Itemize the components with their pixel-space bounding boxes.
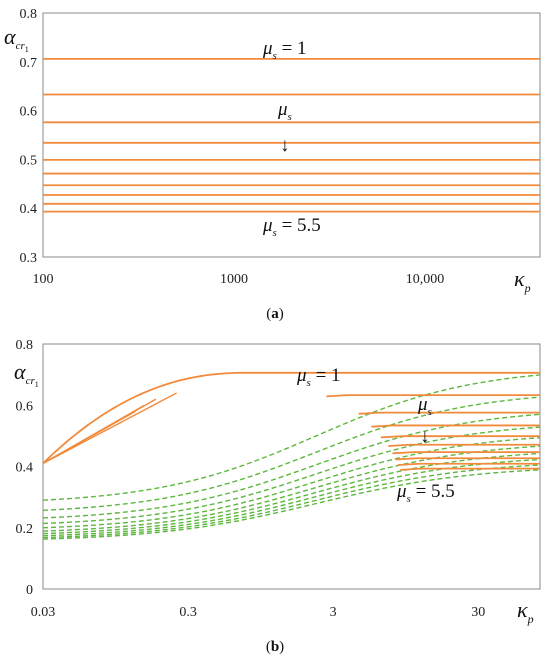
solid-series-line xyxy=(371,424,540,428)
kappa-glyph-a: κ xyxy=(514,266,525,291)
solid-branch-line xyxy=(42,392,177,465)
alpha-glyph-b: α xyxy=(14,359,26,384)
mu-eq-1: = 1 xyxy=(277,38,307,59)
kappa-subscript-a: p xyxy=(524,281,531,295)
y-tick-label: 0.8 xyxy=(16,338,34,353)
dashed-series-line xyxy=(42,464,541,539)
series-group-a xyxy=(43,57,540,213)
caption-a: (a) xyxy=(266,306,284,322)
mu-glyph: μ xyxy=(277,99,288,120)
series-group-b xyxy=(42,371,541,540)
solid-series-line xyxy=(42,371,540,465)
mu-eq-1: = 1 xyxy=(311,365,341,386)
y-tick-label: 0 xyxy=(26,583,33,598)
caption-a-letter: a xyxy=(271,306,279,322)
caption-b-open: ( xyxy=(266,639,271,655)
mu-eq-55: = 5.5 xyxy=(411,481,455,502)
dashed-series-line xyxy=(42,469,541,540)
y-tick-label: 0.4 xyxy=(20,202,38,217)
solid-series-line xyxy=(400,467,540,471)
annotation-mu-b: μs xyxy=(417,394,432,418)
x-tick-label: 1000 xyxy=(220,272,248,287)
caption-b: (b) xyxy=(266,639,284,655)
alpha-subsubscript-b: 1 xyxy=(35,380,39,389)
plot-frame-a xyxy=(42,12,541,258)
dashed-series-line xyxy=(42,437,541,529)
caption-a-open: ( xyxy=(266,306,271,322)
annotation-mu-55-b: μs = 5.5 xyxy=(396,481,455,505)
x-tick-label: 30 xyxy=(471,605,485,620)
x-axis-symbol-b: κp xyxy=(517,597,534,626)
solid-series-line xyxy=(380,435,540,439)
dashed-series-line xyxy=(42,396,541,511)
solid-series-line xyxy=(358,411,540,415)
dashed-series-line xyxy=(42,458,541,537)
caption-a-close: ) xyxy=(279,306,284,322)
x-tick-labels-b: 0.03 0.3 3 30 xyxy=(31,605,485,620)
dashed-series-line xyxy=(42,413,541,519)
y-tick-label: 0.7 xyxy=(20,56,38,71)
mu-glyph: μ xyxy=(262,215,273,236)
x-tick-labels-a: 100 1000 10,000 xyxy=(33,272,445,287)
y-tick-label: 0.4 xyxy=(16,461,34,476)
y-tick-labels-a: 0.3 0.4 0.5 0.6 0.7 0.8 xyxy=(20,7,38,266)
alpha-subscript-b: cr xyxy=(26,375,36,387)
mu-subscript: s xyxy=(428,406,432,418)
mu-subscript: s xyxy=(407,493,411,505)
solid-series-line xyxy=(392,451,540,455)
solid-series-line xyxy=(395,457,540,461)
y-tick-label: 0.2 xyxy=(16,522,34,537)
dashed-series-line xyxy=(42,445,541,532)
mu-subscript: s xyxy=(288,111,292,123)
x-tick-label: 0.3 xyxy=(179,605,197,620)
x-tick-label: 0.03 xyxy=(31,605,56,620)
panel-a: 0.3 0.4 0.5 0.6 0.7 0.8 100 1000 10,000 αcr1 κp… xyxy=(4,7,541,322)
solid-series-line xyxy=(388,443,540,447)
x-tick-label: 100 xyxy=(33,272,54,287)
y-tick-label: 0.8 xyxy=(20,7,38,22)
y-axis-symbol-a: αcr1 xyxy=(4,24,29,54)
kappa-glyph-b: κ xyxy=(517,597,528,622)
mu-eq-55: = 5.5 xyxy=(277,215,321,236)
kappa-subscript-b: p xyxy=(527,612,534,626)
mu-glyph: μ xyxy=(396,481,407,502)
annotation-mu-1-b: μs = 1 xyxy=(296,365,341,389)
mu-glyph: μ xyxy=(417,394,428,415)
mu-subscript: s xyxy=(307,377,311,389)
x-axis-symbol-a: κp xyxy=(514,266,531,295)
mu-subscript: s xyxy=(273,227,277,239)
caption-b-letter: b xyxy=(271,639,279,655)
annotation-arrow-b: ↓ xyxy=(420,426,430,447)
mu-glyph: μ xyxy=(296,365,307,386)
caption-b-close: ) xyxy=(279,639,284,655)
solid-series-line xyxy=(326,394,540,398)
x-tick-label: 10,000 xyxy=(406,272,445,287)
dashed-series-line xyxy=(42,452,541,535)
mu-subscript: s xyxy=(273,50,277,62)
annotation-mu-a: μs xyxy=(277,99,292,123)
y-tick-labels-b: 0 0.2 0.4 0.6 0.8 xyxy=(16,338,34,598)
annotation-mu-55-a: μs = 5.5 xyxy=(262,215,321,239)
y-axis-symbol-b: αcr1 xyxy=(14,359,39,389)
y-tick-label: 0.5 xyxy=(20,153,38,168)
alpha-subsubscript-a: 1 xyxy=(25,45,29,54)
plot-frame-b xyxy=(42,343,541,590)
dashed-series-line xyxy=(42,374,541,501)
solid-series-line xyxy=(397,462,540,466)
annotation-arrow-a: ↓ xyxy=(280,135,290,156)
alpha-subscript-a: cr xyxy=(16,40,26,52)
x-tick-label: 3 xyxy=(330,605,337,620)
y-tick-label: 0.6 xyxy=(16,399,34,414)
y-tick-label: 0.6 xyxy=(20,105,38,120)
panel-b: 00.20.40.60.8 0.03 0.3 3 30 αcr1 κp μs = 1 … xyxy=(14,338,541,655)
annotation-mu-1-a: μs = 1 xyxy=(262,38,307,62)
solid-branch-line xyxy=(42,410,136,465)
y-tick-label: 0.3 xyxy=(20,251,38,266)
alpha-glyph-a: α xyxy=(4,24,16,49)
mu-glyph: μ xyxy=(262,38,273,59)
